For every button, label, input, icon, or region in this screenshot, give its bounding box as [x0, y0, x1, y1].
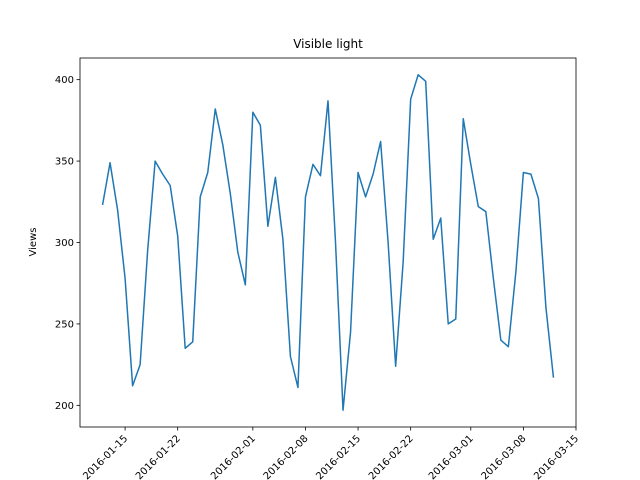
x-tick-label: 2016-02-08 [262, 433, 311, 480]
x-tick-label: 2016-02-15 [314, 433, 363, 480]
y-tick-label: 350 [55, 157, 74, 168]
y-tick-label: 400 [55, 75, 74, 86]
x-tick-label: 2016-01-15 [81, 433, 130, 480]
x-tick-label: 2016-02-22 [367, 433, 416, 480]
x-tick-label: 2016-03-01 [427, 433, 476, 480]
plot-frame [79, 57, 577, 428]
y-tick-label: 300 [55, 238, 74, 249]
y-axis-label: Views [28, 228, 39, 257]
line-series [101, 74, 555, 411]
chart-title: Visible light [293, 37, 363, 51]
x-tick-label: 2016-03-08 [480, 433, 529, 480]
y-tick-label: 200 [55, 401, 74, 412]
y-tick-label: 250 [55, 319, 74, 330]
x-tick-label: 2016-02-01 [209, 433, 258, 480]
x-tick-label: 2016-03-15 [532, 433, 581, 480]
x-tick-label: 2016-01-22 [134, 433, 183, 480]
